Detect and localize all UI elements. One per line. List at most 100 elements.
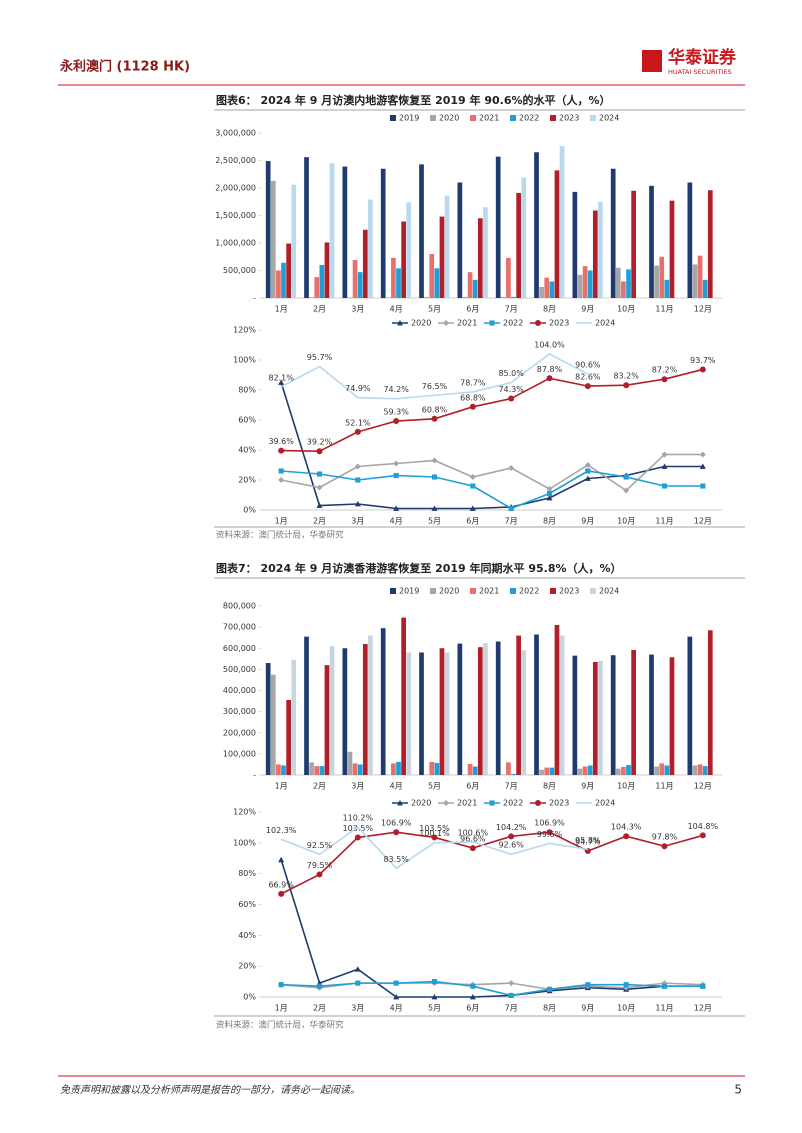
bar [621, 281, 626, 298]
data-label: 96.6% [460, 835, 486, 844]
bar [669, 200, 675, 298]
line [281, 368, 704, 453]
y-tick-label: 700,000 [223, 623, 256, 632]
x-tick-label: 8月 [543, 1004, 556, 1013]
x-tick-label: 5月 [428, 305, 441, 314]
x-tick-label: 3月 [351, 782, 364, 791]
bar [587, 765, 593, 775]
bar [495, 156, 501, 298]
figure-source: 资料来源：澳门统计局，华泰研究 [216, 530, 344, 541]
y-tick-label: 0% [243, 993, 256, 1002]
logo-text: 华泰证券 [668, 47, 737, 68]
y-tick-label: 0% [243, 506, 256, 515]
bar [592, 210, 598, 298]
bar [544, 767, 550, 775]
marker [316, 471, 323, 477]
bar [687, 182, 693, 298]
bar [457, 182, 463, 298]
bar [692, 765, 698, 775]
bar [439, 216, 445, 298]
data-label: 104.3% [611, 823, 642, 832]
bar [534, 634, 539, 775]
marker [623, 833, 630, 840]
data-label: 82.1% [268, 373, 294, 382]
data-label: 93.7% [690, 356, 716, 365]
bar [621, 766, 626, 775]
legend-label: 2022 [519, 114, 539, 123]
marker [355, 980, 361, 986]
bar [511, 296, 516, 298]
bar [434, 762, 440, 775]
x-tick-label: 6月 [466, 305, 479, 314]
bar [347, 297, 353, 298]
data-label: 83.2% [613, 372, 639, 381]
y-tick-label: 80% [238, 869, 256, 878]
bar [444, 652, 450, 775]
bar [477, 218, 483, 298]
data-label: 52.1% [345, 418, 371, 427]
bar [457, 643, 463, 775]
line [281, 980, 703, 997]
marker [278, 890, 285, 897]
data-label: 104.0% [534, 341, 565, 350]
bar [549, 281, 555, 298]
bar [396, 268, 401, 298]
legend-label: 2023 [549, 319, 569, 328]
bar [314, 277, 320, 298]
bar [702, 279, 708, 298]
bar [631, 190, 636, 298]
data-label: 97.8% [652, 833, 678, 842]
x-tick-label: 7月 [505, 782, 518, 791]
x-tick-label: 11月 [655, 517, 673, 526]
y-tick-label: 60% [238, 416, 256, 425]
bar [559, 635, 565, 775]
marker [489, 800, 495, 806]
y-tick-label: 40% [238, 446, 256, 455]
bar [516, 192, 521, 298]
bar [506, 762, 511, 775]
data-label: 83.5% [383, 855, 409, 864]
marker [585, 982, 591, 988]
marker [316, 983, 323, 989]
x-tick-label: 11月 [655, 1004, 673, 1013]
y-tick-label: 500,000 [223, 665, 256, 674]
marker [661, 843, 668, 850]
bar [319, 766, 325, 775]
x-tick-label: 9月 [581, 305, 594, 314]
legend-label: 2023 [559, 587, 579, 596]
marker [316, 448, 323, 455]
marker [584, 383, 591, 390]
bar [610, 168, 616, 298]
legend-label: 2024 [595, 319, 615, 328]
bar [276, 764, 281, 775]
line [281, 453, 703, 492]
x-tick-label: 5月 [428, 782, 441, 791]
data-label: 39.2% [307, 438, 333, 447]
legend-label: 2021 [479, 114, 499, 123]
bar [511, 773, 516, 775]
bar [697, 764, 703, 775]
marker [623, 474, 629, 480]
x-tick-label: 5月 [428, 517, 441, 526]
data-label: 85.0% [498, 369, 524, 378]
bar [559, 146, 565, 298]
marker [316, 502, 323, 508]
bar [483, 207, 488, 298]
bar [309, 297, 314, 298]
bar [534, 152, 539, 298]
marker [508, 992, 514, 999]
bar [649, 654, 654, 775]
bar [664, 279, 670, 298]
marker [661, 463, 668, 469]
x-tick-label: 9月 [581, 1004, 594, 1013]
bar [368, 199, 373, 298]
data-label: 68.8% [460, 393, 486, 402]
line [280, 382, 703, 510]
x-tick-label: 1月 [275, 517, 288, 526]
bar [406, 652, 412, 775]
bar [506, 257, 511, 298]
y-tick-label: 3,000,000 [215, 129, 256, 138]
x-tick-label: 1月 [275, 782, 288, 791]
y-tick-label: 600,000 [223, 644, 256, 653]
bar [692, 264, 698, 298]
